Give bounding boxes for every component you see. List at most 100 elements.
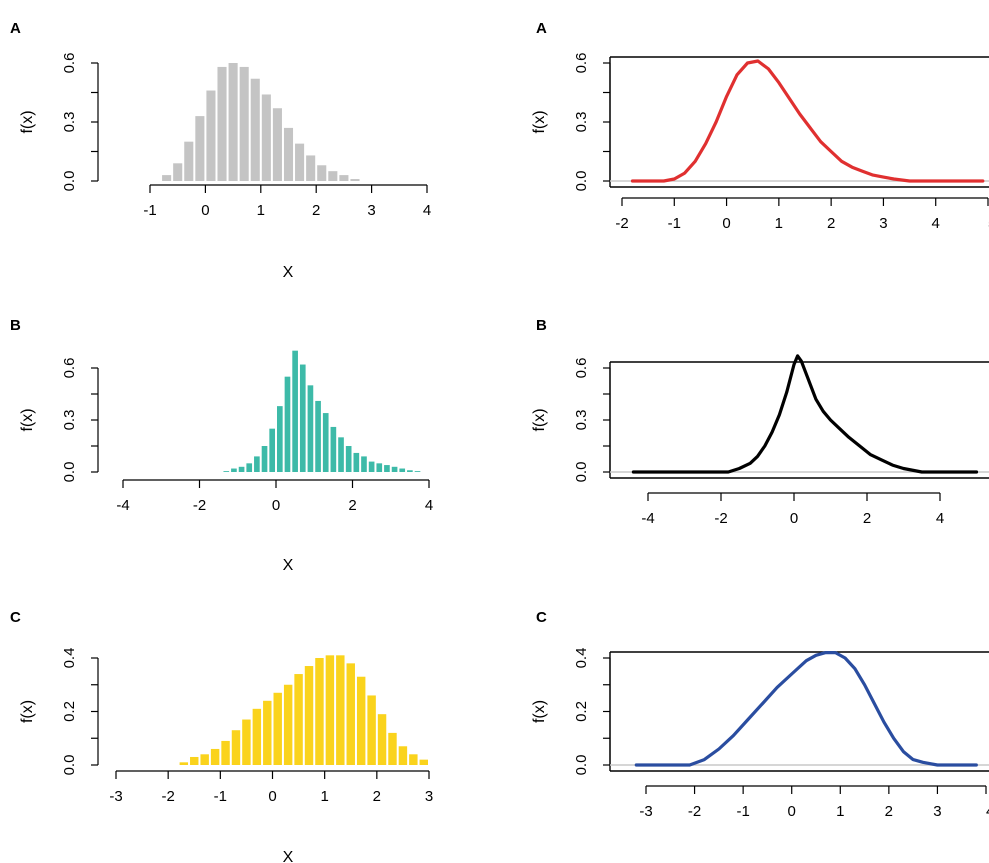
x-tick-label: 2 xyxy=(827,215,835,232)
x-tick-label: 3 xyxy=(879,215,887,232)
histogram-bar xyxy=(330,426,337,472)
histogram-bar xyxy=(350,179,360,181)
x-tick-label: -3 xyxy=(109,788,122,805)
histogram-bar xyxy=(368,461,375,472)
histogram-bar xyxy=(277,406,283,472)
histogram-bar xyxy=(217,66,227,181)
x-tick-label: -2 xyxy=(193,497,206,514)
histogram-bar xyxy=(269,428,275,472)
density-curve xyxy=(631,354,979,474)
panel-letter: A xyxy=(536,20,547,37)
x-tick-label: 3 xyxy=(933,803,941,820)
x-tick-label: -2 xyxy=(714,510,727,527)
x-tick-label: 0 xyxy=(788,803,796,820)
y-tick-label: 0.0 xyxy=(573,171,590,192)
x-tick-label: 3 xyxy=(425,788,433,805)
y-tick-label: 0.3 xyxy=(61,112,78,133)
histogram-bar xyxy=(231,468,237,472)
histogram-bar xyxy=(162,175,172,181)
panel-letter: C xyxy=(10,609,21,626)
histogram-bar xyxy=(299,364,306,472)
y-tick-label: 0.0 xyxy=(61,462,78,483)
histogram-bar xyxy=(292,350,298,472)
panel-letter: B xyxy=(10,317,21,334)
panel-letter: C xyxy=(536,609,547,626)
histogram-bar xyxy=(184,141,194,181)
x-tick-label: -2 xyxy=(161,788,174,805)
histogram-bar xyxy=(210,748,220,765)
panel-letter: A xyxy=(10,20,21,37)
histogram-bar xyxy=(339,175,349,181)
histogram-bar xyxy=(283,684,293,765)
histogram-bar xyxy=(190,756,199,765)
histogram-bar xyxy=(306,155,316,181)
y-tick-label: 0.6 xyxy=(573,53,590,74)
x-tick-label: 2 xyxy=(863,510,871,527)
x-tick-label: 1 xyxy=(775,215,783,232)
x-axis-title: X xyxy=(283,557,294,574)
histogram-bar xyxy=(384,465,390,472)
x-tick-label: -4 xyxy=(116,497,129,514)
histogram-bar xyxy=(295,143,305,181)
y-axis-title: f(x) xyxy=(531,700,548,723)
histogram-bar xyxy=(239,66,249,181)
histogram-bar xyxy=(307,385,314,472)
histogram-bar xyxy=(242,719,251,765)
y-axis-title: f(x) xyxy=(531,408,548,431)
y-axis-title: f(x) xyxy=(19,700,36,723)
histogram-bar xyxy=(231,730,241,765)
x-tick-label: 0 xyxy=(272,497,280,514)
histogram-bar xyxy=(361,456,367,472)
histogram-bar xyxy=(398,746,408,765)
x-tick-label: 2 xyxy=(348,497,356,514)
x-tick-label: -1 xyxy=(143,202,156,219)
histogram-bar xyxy=(345,446,352,472)
histogram-bar xyxy=(261,94,271,181)
histogram-panel-c: Cf(x) X 0.0 0.2 0.4 -3 -2 -1 0 1 2 3 xyxy=(10,609,433,863)
x-tick-label: 3 xyxy=(367,202,375,219)
histogram-bar xyxy=(272,108,282,181)
histogram-bar xyxy=(294,674,303,765)
histogram-bar xyxy=(315,658,324,765)
x-tick-label: 1 xyxy=(836,803,844,820)
histogram-bar xyxy=(273,692,282,765)
histogram-bar xyxy=(353,452,360,472)
histogram-bar xyxy=(254,456,260,472)
x-tick-label: 4 xyxy=(932,215,940,232)
x-tick-label: 4 xyxy=(936,510,944,527)
histogram-bar xyxy=(317,165,327,181)
histogram-bar xyxy=(388,732,397,765)
histogram-bar xyxy=(223,471,230,472)
histogram-bar xyxy=(200,754,209,765)
x-tick-label: 4 xyxy=(986,803,989,820)
y-tick-label: 0.2 xyxy=(61,701,78,722)
y-tick-label: 0.6 xyxy=(61,53,78,74)
histogram-bar xyxy=(304,666,314,765)
y-tick-label: 0.2 xyxy=(573,701,590,722)
x-tick-label: -3 xyxy=(639,803,652,820)
density-panel-c: Cf(x) 0.0 0.2 0.4 -3 -2 -1 0 1 2 3 4 xyxy=(531,609,989,820)
histogram-bar xyxy=(407,470,413,472)
histogram-bar xyxy=(328,171,338,181)
x-tick-label: 0 xyxy=(790,510,798,527)
x-tick-label: 2 xyxy=(885,803,893,820)
y-axis-title: f(x) xyxy=(19,110,36,133)
histogram-bar xyxy=(346,663,355,765)
histogram-bar xyxy=(284,376,291,472)
y-tick-label: 0.4 xyxy=(61,648,78,669)
x-tick-label: 0 xyxy=(722,215,730,232)
y-tick-label: 0.3 xyxy=(573,112,590,133)
y-axis-title: f(x) xyxy=(531,110,548,133)
histogram-bar xyxy=(179,762,189,765)
histogram-bar xyxy=(228,63,238,181)
x-tick-label: 1 xyxy=(320,788,328,805)
y-tick-label: 0.4 xyxy=(573,648,590,669)
histogram-bar xyxy=(283,127,294,181)
y-tick-label: 0.0 xyxy=(61,171,78,192)
histogram-bar xyxy=(173,163,183,181)
histogram-bar xyxy=(414,471,421,472)
x-tick-label: -1 xyxy=(668,215,681,232)
histogram-bar xyxy=(315,400,321,472)
x-axis-title: X xyxy=(283,849,294,863)
